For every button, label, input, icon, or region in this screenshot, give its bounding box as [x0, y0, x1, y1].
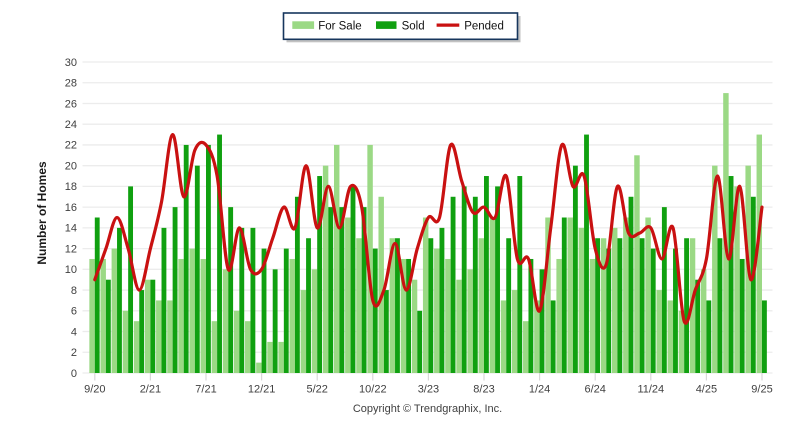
svg-text:18: 18: [65, 181, 77, 193]
svg-text:11/24: 11/24: [637, 384, 664, 396]
svg-text:9/20: 9/20: [84, 384, 105, 396]
svg-text:6/24: 6/24: [584, 384, 605, 396]
svg-text:12/21: 12/21: [248, 384, 276, 396]
svg-text:14: 14: [65, 223, 77, 235]
svg-text:5/22: 5/22: [306, 384, 327, 396]
svg-text:Sold: Sold: [402, 21, 425, 33]
svg-text:7/21: 7/21: [195, 384, 216, 396]
svg-text:22: 22: [65, 140, 77, 152]
svg-text:Copyright © Trendgraphix, Inc.: Copyright © Trendgraphix, Inc.: [353, 403, 502, 415]
svg-text:3/23: 3/23: [418, 384, 439, 396]
svg-text:26: 26: [65, 98, 77, 110]
svg-text:8/23: 8/23: [473, 384, 494, 396]
svg-text:2: 2: [71, 347, 77, 359]
svg-text:0: 0: [71, 368, 77, 380]
svg-text:1/24: 1/24: [529, 384, 550, 396]
svg-text:Pended: Pended: [464, 21, 504, 33]
svg-text:6: 6: [71, 306, 77, 318]
svg-text:30: 30: [65, 57, 77, 69]
svg-text:12: 12: [65, 243, 77, 255]
svg-text:28: 28: [65, 78, 77, 90]
svg-text:24: 24: [65, 119, 77, 131]
svg-text:2/21: 2/21: [140, 384, 161, 396]
svg-text:4/25: 4/25: [696, 384, 717, 396]
svg-text:For Sale: For Sale: [318, 21, 361, 33]
svg-text:9/25: 9/25: [751, 384, 772, 396]
svg-text:8: 8: [71, 285, 77, 297]
svg-text:20: 20: [65, 160, 77, 172]
svg-text:4: 4: [71, 326, 77, 338]
svg-text:16: 16: [65, 202, 77, 214]
svg-text:10/22: 10/22: [359, 384, 387, 396]
svg-text:Number of Homes: Number of Homes: [35, 161, 49, 265]
svg-text:10: 10: [65, 264, 77, 276]
